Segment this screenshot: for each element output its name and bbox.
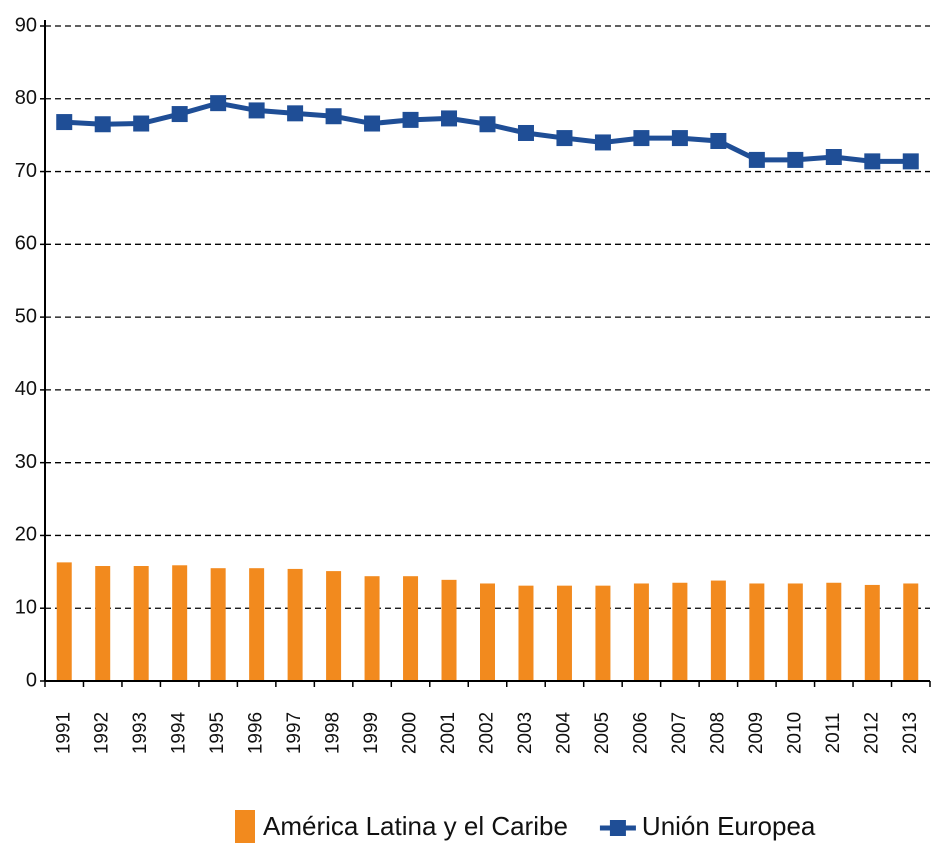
- bar: [403, 576, 419, 681]
- x-tick-label: 2003: [515, 712, 536, 754]
- bar: [595, 585, 611, 681]
- legend-label: América Latina y el Caribe: [263, 811, 568, 841]
- bar: [672, 582, 688, 681]
- x-tick-label: 2002: [477, 712, 498, 754]
- bar: [364, 576, 380, 681]
- bar: [133, 566, 149, 681]
- marker: [479, 116, 496, 133]
- x-tick-label: 2011: [823, 713, 844, 754]
- bar: [249, 568, 265, 681]
- x-tick-label: 2013: [900, 712, 921, 754]
- x-tick-label: 2010: [784, 712, 805, 754]
- marker: [56, 114, 73, 131]
- bar: [826, 582, 842, 681]
- line: [64, 100, 911, 164]
- y-tick-label: 90: [15, 14, 37, 36]
- x-tick-label: 1999: [361, 712, 382, 754]
- bar: [633, 583, 649, 681]
- x-tick-label: 1998: [323, 712, 344, 754]
- x-tick-label: 2009: [746, 712, 767, 754]
- marker: [402, 111, 419, 128]
- bar: [749, 583, 765, 681]
- bar: [287, 568, 303, 681]
- bar: [864, 584, 880, 681]
- x-tick-label: 1994: [169, 711, 190, 754]
- x-tick-label: 2007: [669, 712, 690, 754]
- x-tick-label: 1995: [207, 712, 228, 754]
- y-tick-label: 0: [26, 669, 37, 691]
- marker: [441, 110, 458, 127]
- x-tick-label: 1996: [246, 712, 267, 754]
- bar: [95, 566, 111, 681]
- x-tick-label: 1992: [92, 712, 113, 754]
- marker: [210, 95, 227, 112]
- marker: [633, 130, 650, 147]
- y-tick-label: 10: [15, 597, 37, 619]
- x-tick-label: 2012: [861, 712, 882, 754]
- marker: [787, 151, 804, 168]
- x-tick-label: 2008: [707, 712, 728, 754]
- x-tick-label: 2000: [400, 712, 421, 754]
- x-tick-label: 1993: [130, 712, 151, 754]
- marker: [248, 102, 265, 119]
- bar: [326, 571, 342, 681]
- y-tick-label: 20: [15, 524, 37, 546]
- marker: [671, 130, 688, 147]
- marker: [171, 106, 188, 123]
- y-tick-label: 40: [15, 378, 37, 400]
- bar: [441, 579, 457, 681]
- y-tick-label: 60: [15, 233, 37, 255]
- bar: [903, 583, 919, 681]
- marker: [902, 153, 919, 170]
- x-tick-label: 2005: [592, 712, 613, 754]
- bar: [710, 580, 726, 681]
- marker: [517, 124, 534, 141]
- y-tick-label: 30: [15, 451, 37, 473]
- x-tick-label: 2006: [630, 712, 651, 754]
- legend-swatch: [235, 810, 255, 843]
- y-tick-label: 70: [15, 160, 37, 182]
- marker: [94, 116, 111, 133]
- bar: [480, 583, 495, 681]
- bar: [787, 583, 803, 681]
- bar: [556, 585, 572, 681]
- marker: [133, 115, 150, 132]
- x-tick-label: 1991: [53, 712, 74, 754]
- legend-label: Unión Europea: [642, 811, 816, 841]
- x-tick-label: 2001: [438, 712, 459, 754]
- legend-swatch: [609, 820, 626, 836]
- y-tick-label: 50: [15, 305, 37, 327]
- bar: [172, 565, 188, 681]
- marker: [864, 153, 881, 170]
- marker: [748, 151, 765, 168]
- bar: [56, 562, 72, 681]
- marker: [556, 130, 573, 147]
- y-tick-label: 80: [15, 87, 37, 109]
- marker: [594, 134, 611, 151]
- x-tick-label: 1997: [284, 712, 305, 754]
- marker: [710, 132, 727, 149]
- bar: [210, 568, 226, 681]
- marker: [287, 105, 304, 122]
- bar: [518, 585, 534, 681]
- x-tick-label: 2004: [553, 711, 574, 754]
- marker: [325, 108, 342, 125]
- marker: [364, 115, 381, 132]
- marker: [825, 149, 842, 165]
